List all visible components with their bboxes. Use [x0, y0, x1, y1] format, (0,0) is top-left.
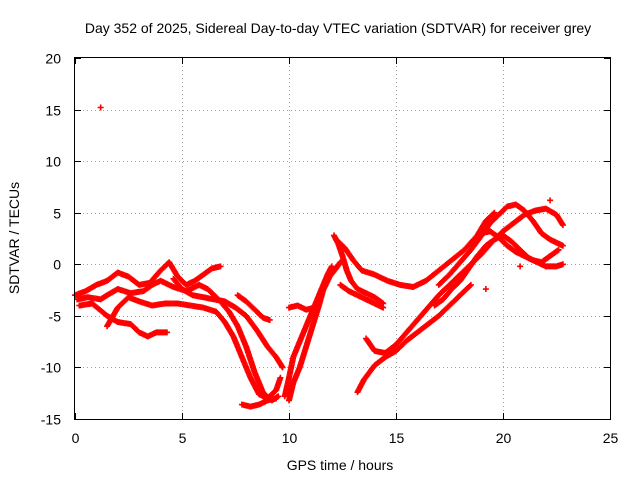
data-point	[517, 263, 524, 270]
plot-frame	[74, 57, 611, 420]
series-track-a	[72, 259, 224, 299]
x-tick-label: 10	[282, 430, 298, 446]
data-point	[311, 304, 318, 311]
y-tick-label: 0	[53, 257, 61, 273]
series-track-j	[286, 302, 318, 313]
data-point	[466, 282, 473, 289]
data-point	[279, 364, 286, 371]
data-points	[72, 104, 566, 410]
x-tick-label: 0	[72, 430, 80, 446]
data-point	[380, 304, 387, 311]
data-point	[547, 197, 554, 204]
data-point	[277, 374, 284, 381]
axis-ticks	[75, 58, 611, 420]
data-point	[97, 104, 104, 111]
series-track-l	[337, 281, 387, 311]
series-track-r	[470, 228, 562, 266]
data-point	[555, 246, 562, 253]
series-track-f	[234, 292, 273, 323]
y-tick-label: -15	[41, 412, 61, 428]
data-point	[490, 210, 497, 217]
y-tick-label: 5	[53, 206, 61, 222]
series-track-n	[354, 281, 474, 396]
data-point	[164, 329, 171, 336]
x-tick-labels: 0 5 10 15 20 25	[72, 430, 619, 446]
data-point	[217, 263, 224, 270]
chart-title: Day 352 of 2025, Sidereal Day-to-day VTE…	[85, 20, 591, 36]
data-point	[559, 222, 566, 229]
y-tick-label: 15	[45, 103, 61, 119]
series-track-d	[104, 294, 284, 402]
x-tick-label: 5	[179, 430, 187, 446]
y-tick-label: -5	[49, 309, 62, 325]
series-track-e	[170, 275, 286, 371]
series-track-g	[238, 395, 280, 410]
data-point	[266, 316, 273, 323]
data-point	[467, 281, 474, 288]
data-point	[559, 242, 566, 249]
data-point	[328, 263, 335, 270]
series-track-i	[286, 259, 344, 404]
series-track-p	[431, 232, 566, 309]
data-point	[482, 286, 489, 293]
series-track-h	[281, 263, 335, 400]
y-tick-labels: -15 -10 -5 0 5 10 15 20	[41, 51, 61, 428]
data-point	[273, 395, 280, 402]
data-point	[491, 209, 498, 216]
y-tick-label: 10	[45, 154, 61, 170]
y-tick-label: 20	[45, 51, 61, 67]
x-tick-label: 25	[603, 430, 619, 446]
y-axis-label: SDTVAR / TECUs	[6, 182, 22, 294]
data-point	[559, 261, 566, 268]
y-tick-label: -10	[41, 360, 61, 376]
x-tick-label: 15	[389, 430, 405, 446]
series-outliers	[97, 104, 554, 293]
x-tick-label: 20	[496, 430, 512, 446]
x-axis-label: GPS time / hours	[287, 457, 394, 473]
